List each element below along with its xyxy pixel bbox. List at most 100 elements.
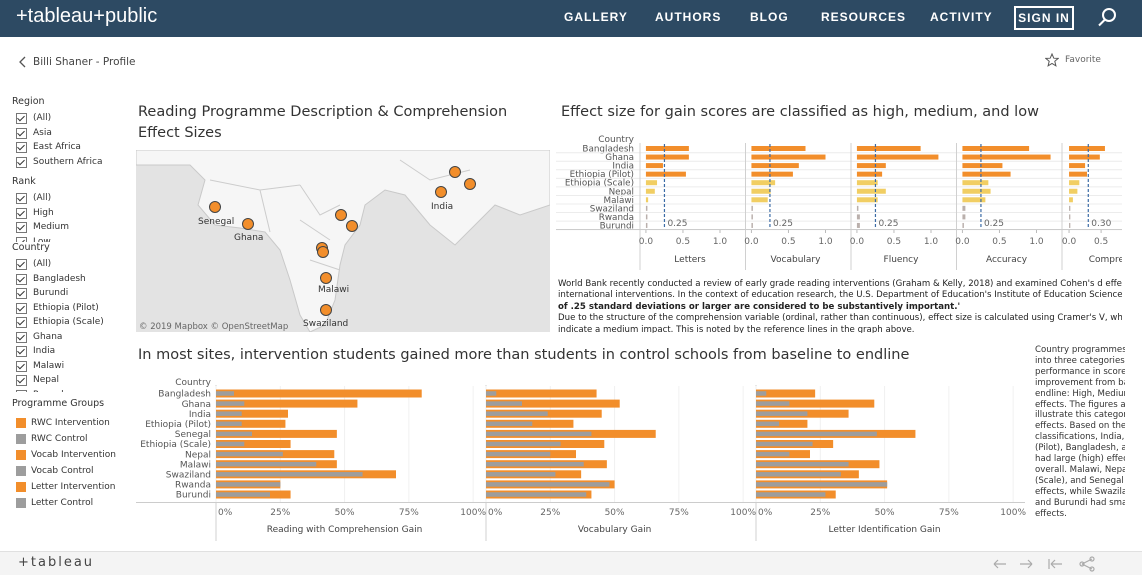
checkbox[interactable] [16, 360, 27, 372]
x-tick-label: 75% [939, 508, 959, 518]
control-bar [216, 411, 242, 416]
profile-link[interactable]: Billi Shaner - Profile [33, 56, 136, 68]
checkbox[interactable] [16, 288, 27, 299]
filter-option[interactable]: Ethiopia (Scale) [16, 315, 127, 330]
map-label: Swaziland [303, 319, 348, 329]
effect-bar [645, 188, 655, 194]
filter-panel: Region (All) Asia East Africa Southern Afric… [12, 96, 127, 511]
side-note: Country programmes r into three categorie… [1035, 345, 1125, 520]
nav-link[interactable]: ACTIVITY [930, 10, 993, 24]
checkbox[interactable] [16, 207, 27, 219]
filter-option[interactable]: Asia [16, 126, 127, 141]
logo[interactable]: +tableau+public [16, 5, 158, 27]
revert-icon[interactable] [1048, 559, 1062, 569]
legend-swatch [16, 482, 26, 492]
legend-item: Letter Control [16, 495, 127, 511]
footer-logo[interactable]: +tableau [18, 555, 95, 570]
note-line: World Bank recently conducted a review o… [558, 279, 1122, 289]
legend-swatch [16, 418, 26, 428]
category-label: Nepal [185, 450, 211, 460]
control-bar [756, 391, 767, 396]
effect-bar [962, 222, 964, 228]
filter-option[interactable]: High [16, 206, 127, 221]
checkbox[interactable] [16, 375, 27, 386]
map-marker [320, 304, 332, 316]
checkbox[interactable] [16, 113, 27, 124]
filter-option[interactable]: (All) [16, 257, 127, 272]
filter-option[interactable]: India [16, 344, 127, 359]
map-label: Ghana [234, 233, 263, 243]
filter-option[interactable]: Ethiopia (Pilot) [16, 301, 127, 316]
map-attribution: © 2019 Mapbox © OpenStreetMap [139, 322, 288, 332]
checkbox[interactable] [16, 273, 27, 285]
legend-swatch [16, 434, 26, 444]
effect-bar [962, 205, 966, 211]
filter-option[interactable]: East Africa [16, 140, 127, 155]
filter-option[interactable]: Southern Africa [16, 155, 127, 170]
effect-bar [856, 163, 886, 169]
control-bar [216, 461, 317, 467]
checkbox[interactable] [16, 156, 27, 168]
nav-link[interactable]: BLOG [750, 10, 789, 24]
control-bar [216, 391, 234, 396]
effect-note: World Bank recently conducted a review o… [558, 279, 1122, 333]
side-note-line: effects. Based on these [1035, 421, 1125, 432]
filter-option[interactable]: Bangladesh [16, 272, 127, 287]
filter-option[interactable]: Nepal [16, 373, 127, 388]
control-bar [486, 391, 497, 396]
undo-icon[interactable] [993, 559, 1006, 569]
favorite-label[interactable]: Favorite [1065, 55, 1101, 65]
legend: Programme Groups RWC Intervention RWC Cont… [12, 398, 127, 511]
redo-icon[interactable] [1020, 559, 1033, 569]
map-marker [335, 209, 347, 221]
nav-link[interactable]: AUTHORS [655, 10, 722, 24]
checkbox[interactable] [16, 142, 27, 153]
side-note-line: effects. The figures abo [1035, 399, 1125, 410]
checkbox[interactable] [16, 259, 27, 270]
checkbox[interactable] [16, 389, 27, 392]
side-note-line: performance in score [1035, 366, 1125, 377]
favorite-star[interactable] [1045, 53, 1059, 67]
checkbox[interactable] [16, 302, 27, 314]
effect-bar [751, 222, 753, 228]
x-tick-label: 25% [810, 508, 830, 518]
checkbox[interactable] [16, 236, 27, 242]
effect-bar [751, 154, 826, 160]
filter-option[interactable]: Low [16, 235, 127, 242]
filter-option[interactable]: Ghana [16, 330, 127, 345]
legend-swatch [16, 466, 26, 476]
effect-bar [751, 197, 768, 203]
filter-option[interactable]: Rwanda [16, 388, 127, 392]
category-label: Burundi [176, 491, 211, 501]
x-tick-label: 1.0 [818, 237, 833, 247]
filter-option[interactable]: Medium [16, 220, 127, 235]
checkbox[interactable] [16, 222, 27, 233]
effect-bar [1069, 214, 1071, 220]
side-note-line: endline: High, Medium [1035, 388, 1125, 399]
checkbox[interactable] [16, 346, 27, 357]
nav-link[interactable]: RESOURCES [821, 10, 907, 24]
legend-item: Vocab Intervention [16, 447, 127, 463]
filter-option[interactable]: Malawi [16, 359, 127, 374]
search-icon[interactable] [1097, 6, 1119, 28]
checkbox[interactable] [16, 317, 27, 328]
back-chevron[interactable] [18, 55, 28, 69]
map-marker [317, 246, 329, 258]
intervention-bar [216, 409, 288, 418]
nav-link[interactable]: GALLERY [564, 10, 628, 24]
effect-bar [751, 163, 799, 169]
checkbox[interactable] [16, 127, 27, 139]
filter-option[interactable]: Burundi [16, 286, 127, 301]
checkbox[interactable] [16, 331, 27, 343]
intervention-bar [756, 389, 816, 398]
filter-option[interactable]: (All) [16, 191, 127, 206]
control-bar [216, 401, 245, 406]
effect-bar [856, 205, 859, 211]
effect-bar [962, 180, 989, 186]
checkbox[interactable] [16, 193, 27, 204]
sign-in-button[interactable]: SIGN IN [1014, 6, 1074, 30]
filter-option[interactable]: (All) [16, 111, 127, 126]
legend-item: RWC Control [16, 431, 127, 447]
effect-bar [856, 214, 860, 220]
